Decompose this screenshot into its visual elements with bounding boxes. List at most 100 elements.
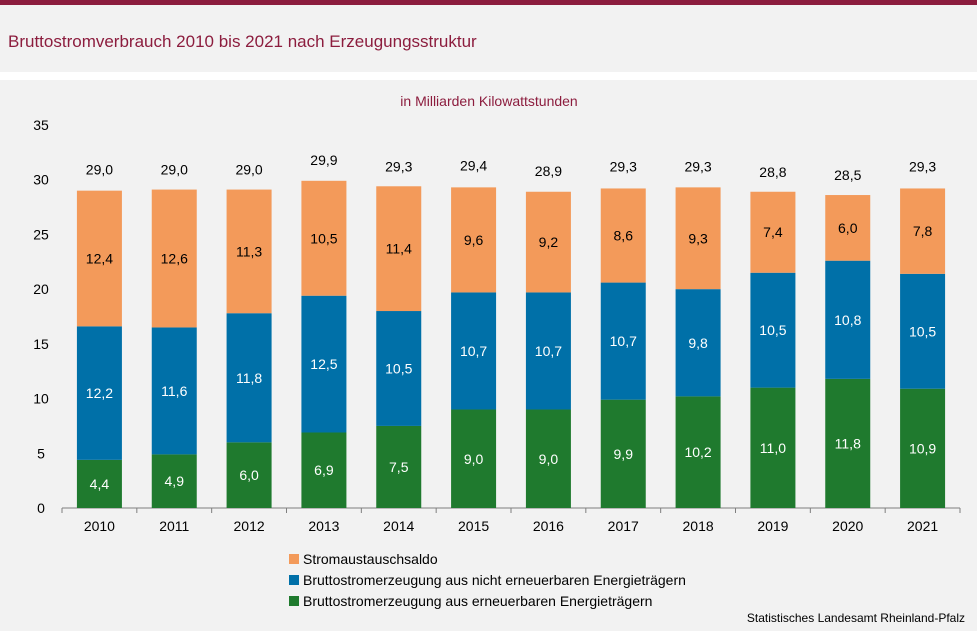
bar-total-label: 29,0 <box>86 162 113 178</box>
y-tick-label: 20 <box>33 281 49 297</box>
bar-segment <box>376 311 422 426</box>
bar-segment <box>76 326 122 460</box>
bar-segment <box>76 190 122 327</box>
x-tick-label: 2014 <box>383 518 414 534</box>
x-tick-label: 2012 <box>234 518 265 534</box>
legend-item-nicht-erneuerbar: Bruttostromerzeugung aus nicht erneuerba… <box>289 569 686 590</box>
bar-value-label: 4,4 <box>90 476 110 492</box>
bar-segment <box>825 260 871 379</box>
y-tick-label: 0 <box>37 500 45 516</box>
x-tick-label: 2017 <box>608 518 639 534</box>
bar-value-label: 10,2 <box>684 444 711 460</box>
chart-legend: Stromaustauschsaldo Bruttostromerzeugung… <box>289 548 686 611</box>
legend-label: Bruttostromerzeugung aus erneuerbaren En… <box>303 592 653 609</box>
y-tick-label: 15 <box>33 336 49 352</box>
bar-segment <box>675 289 721 397</box>
bar-segment <box>825 195 871 261</box>
bar-segment <box>900 388 946 508</box>
x-tick-label: 2011 <box>159 518 189 534</box>
x-tick-label: 2020 <box>832 518 863 534</box>
bar-value-label: 9,9 <box>614 446 634 462</box>
x-tick-label: 2015 <box>458 518 489 534</box>
bar-segment <box>525 292 571 410</box>
bar-total-label: 29,9 <box>310 152 337 168</box>
bar-segment <box>376 186 422 312</box>
bar-value-label: 11,8 <box>236 370 262 386</box>
x-tick-label: 2016 <box>533 518 564 534</box>
bar-value-label: 10,8 <box>834 312 861 328</box>
bar-total-label: 28,9 <box>535 163 562 179</box>
bar-segment <box>301 432 347 508</box>
x-tick-label: 2010 <box>84 518 115 534</box>
bar-value-label: 7,8 <box>913 223 933 239</box>
bar-value-label: 11,6 <box>161 383 187 399</box>
bar-segment <box>76 459 122 508</box>
chart-subtitle: in Milliarden Kilowattstunden <box>400 93 577 109</box>
bar-segment <box>301 180 347 296</box>
bar-value-label: 9,0 <box>464 451 484 467</box>
bar-value-label: 10,5 <box>310 230 337 246</box>
top-accent-bar <box>0 0 977 5</box>
bar-value-label: 11,4 <box>386 241 412 257</box>
bar-segment <box>451 409 497 508</box>
bar-value-label: 11,3 <box>236 243 262 259</box>
header-panel: Bruttostromverbrauch 2010 bis 2021 nach … <box>0 5 977 73</box>
bar-segment <box>301 295 347 433</box>
x-tick-label: 2019 <box>757 518 788 534</box>
bar-segment <box>226 189 272 314</box>
bar-value-label: 9,8 <box>688 335 708 351</box>
bar-value-label: 8,6 <box>614 228 634 244</box>
bar-value-label: 9,6 <box>464 232 484 248</box>
bar-segment <box>675 396 721 508</box>
bar-segment <box>376 425 422 508</box>
bar-segment <box>451 292 497 410</box>
bar-value-label: 10,7 <box>535 343 562 359</box>
bar-segment <box>226 442 272 508</box>
bar-value-label: 10,7 <box>610 333 637 349</box>
bar-segment <box>750 387 796 508</box>
bar-segment <box>675 187 721 290</box>
bar-value-label: 6,0 <box>239 467 259 483</box>
bar-total-label: 29,3 <box>610 158 637 174</box>
bar-total-label: 28,8 <box>759 164 786 180</box>
bar-value-label: 7,5 <box>389 459 409 475</box>
bar-segment <box>600 399 646 508</box>
bar-value-label: 9,3 <box>688 230 708 246</box>
bar-value-label: 9,0 <box>539 451 559 467</box>
bar-value-label: 12,5 <box>310 356 337 372</box>
bar-value-label: 10,7 <box>460 343 487 359</box>
bar-value-label: 9,2 <box>539 234 559 250</box>
bar-value-label: 12,2 <box>86 385 113 401</box>
legend-item-stromaustauschsaldo: Stromaustauschsaldo <box>289 548 686 569</box>
bar-segment <box>900 273 946 389</box>
bar-value-label: 6,0 <box>838 220 858 236</box>
bar-segment <box>226 313 272 443</box>
bar-value-label: 10,5 <box>385 360 412 376</box>
y-tick-label: 30 <box>33 172 49 188</box>
bar-value-label: 10,9 <box>909 440 936 456</box>
source-note: Statistisches Landesamt Rheinland-Pfalz <box>746 611 965 625</box>
y-tick-label: 5 <box>37 445 45 461</box>
bar-total-label: 29,0 <box>161 162 188 178</box>
legend-item-erneuerbar: Bruttostromerzeugung aus erneuerbaren En… <box>289 590 686 611</box>
bar-total-label: 29,3 <box>909 158 936 174</box>
bar-segment <box>900 188 946 274</box>
legend-swatch <box>289 595 299 606</box>
bar-segment <box>151 454 197 508</box>
page-title: Bruttostromverbrauch 2010 bis 2021 nach … <box>8 32 477 51</box>
bar-total-label: 29,3 <box>385 158 412 174</box>
bar-segment <box>525 409 571 508</box>
bar-segment <box>451 187 497 293</box>
bar-segment <box>825 378 871 508</box>
bar-segment <box>600 282 646 400</box>
bar-value-label: 12,4 <box>86 251 113 267</box>
bar-segment <box>750 272 796 388</box>
legend-swatch <box>289 574 299 585</box>
bar-value-label: 4,9 <box>165 473 185 489</box>
bar-value-label: 6,9 <box>314 462 334 478</box>
bar-total-label: 28,5 <box>834 167 861 183</box>
bar-value-label: 7,4 <box>763 224 783 240</box>
bar-total-label: 29,0 <box>235 162 262 178</box>
bar-value-label: 11,0 <box>760 440 786 456</box>
